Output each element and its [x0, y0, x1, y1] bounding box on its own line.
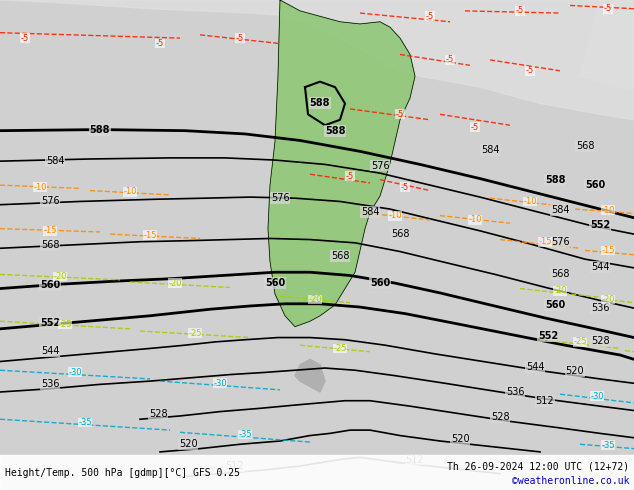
Text: 568: 568 — [576, 141, 594, 151]
Text: -10: -10 — [523, 197, 537, 206]
Text: -20: -20 — [601, 295, 615, 304]
Text: 588: 588 — [545, 174, 566, 185]
Text: ©weatheronline.co.uk: ©weatheronline.co.uk — [512, 476, 629, 486]
Text: -30: -30 — [590, 392, 604, 401]
Text: 584: 584 — [551, 205, 569, 215]
Text: -20: -20 — [53, 272, 67, 281]
Text: 576: 576 — [271, 193, 289, 203]
Text: -10: -10 — [123, 187, 137, 196]
Text: -15: -15 — [143, 231, 157, 240]
Text: 560: 560 — [40, 280, 60, 290]
Text: 520: 520 — [451, 434, 469, 444]
Text: 544: 544 — [591, 262, 609, 272]
Text: 520: 520 — [179, 439, 197, 449]
Text: -5: -5 — [396, 110, 404, 119]
Text: -35: -35 — [78, 418, 92, 427]
Text: -5: -5 — [516, 6, 524, 15]
Text: 584: 584 — [46, 156, 64, 166]
Text: 536: 536 — [591, 303, 609, 313]
Text: -20: -20 — [308, 295, 321, 304]
Text: 544: 544 — [41, 345, 59, 356]
Text: -5: -5 — [526, 66, 534, 75]
Text: -30: -30 — [68, 368, 82, 377]
Text: 528: 528 — [149, 409, 167, 419]
Text: -35: -35 — [601, 441, 615, 450]
Text: 588: 588 — [90, 124, 110, 135]
Text: 584: 584 — [481, 145, 499, 155]
Text: -5: -5 — [471, 123, 479, 132]
Text: 552: 552 — [40, 318, 60, 328]
Text: -20: -20 — [168, 279, 182, 288]
Text: -5: -5 — [21, 34, 29, 43]
Text: 568: 568 — [41, 240, 59, 250]
Polygon shape — [295, 359, 325, 392]
Text: 528: 528 — [591, 336, 609, 346]
Text: -10: -10 — [388, 211, 402, 220]
Text: 576: 576 — [551, 237, 569, 247]
Text: 576: 576 — [371, 161, 389, 171]
Text: 588: 588 — [325, 125, 346, 136]
Text: -5: -5 — [156, 39, 164, 48]
Text: 520: 520 — [566, 367, 585, 376]
Text: 560: 560 — [545, 300, 565, 310]
Text: 588: 588 — [310, 98, 330, 108]
Text: Height/Temp. 500 hPa [gdmp][°C] GFS 0.25: Height/Temp. 500 hPa [gdmp][°C] GFS 0.25 — [5, 467, 240, 478]
Text: 576: 576 — [41, 196, 60, 206]
Text: -15: -15 — [538, 237, 552, 246]
Polygon shape — [580, 0, 634, 89]
Text: 568: 568 — [331, 251, 349, 261]
Text: -25: -25 — [573, 338, 586, 346]
Text: 560: 560 — [585, 180, 605, 190]
Text: -10: -10 — [469, 216, 482, 224]
Text: -5: -5 — [604, 4, 612, 13]
Text: -25: -25 — [58, 320, 72, 329]
Text: 560: 560 — [370, 278, 390, 288]
Text: 536: 536 — [41, 379, 59, 390]
Text: 528: 528 — [491, 412, 509, 422]
Text: 584: 584 — [361, 207, 379, 218]
Text: -5: -5 — [401, 183, 409, 192]
Text: 560: 560 — [265, 278, 285, 288]
Text: -20: -20 — [553, 286, 567, 295]
Polygon shape — [268, 0, 415, 327]
Text: -25: -25 — [188, 329, 202, 338]
Text: -10: -10 — [33, 183, 47, 192]
Text: 512: 512 — [226, 461, 244, 471]
Text: 536: 536 — [506, 387, 524, 397]
Text: 512: 512 — [406, 455, 424, 465]
Text: 552: 552 — [590, 220, 610, 230]
Text: -15: -15 — [601, 246, 615, 255]
Text: -15: -15 — [43, 226, 57, 235]
Text: -35: -35 — [238, 430, 252, 439]
Text: -5: -5 — [446, 55, 454, 64]
Text: -25: -25 — [333, 344, 347, 353]
Text: Th 26-09-2024 12:00 UTC (12+72): Th 26-09-2024 12:00 UTC (12+72) — [447, 461, 629, 471]
Text: -30: -30 — [213, 379, 227, 388]
Text: 512: 512 — [536, 396, 554, 406]
Text: -5: -5 — [236, 34, 244, 43]
Text: 568: 568 — [551, 270, 569, 279]
Text: -5: -5 — [426, 12, 434, 21]
Text: -10: -10 — [601, 206, 615, 215]
Text: 544: 544 — [526, 362, 544, 372]
Text: 568: 568 — [391, 229, 410, 239]
Text: -5: -5 — [346, 172, 354, 181]
Text: 552: 552 — [538, 331, 558, 342]
Polygon shape — [0, 0, 634, 120]
